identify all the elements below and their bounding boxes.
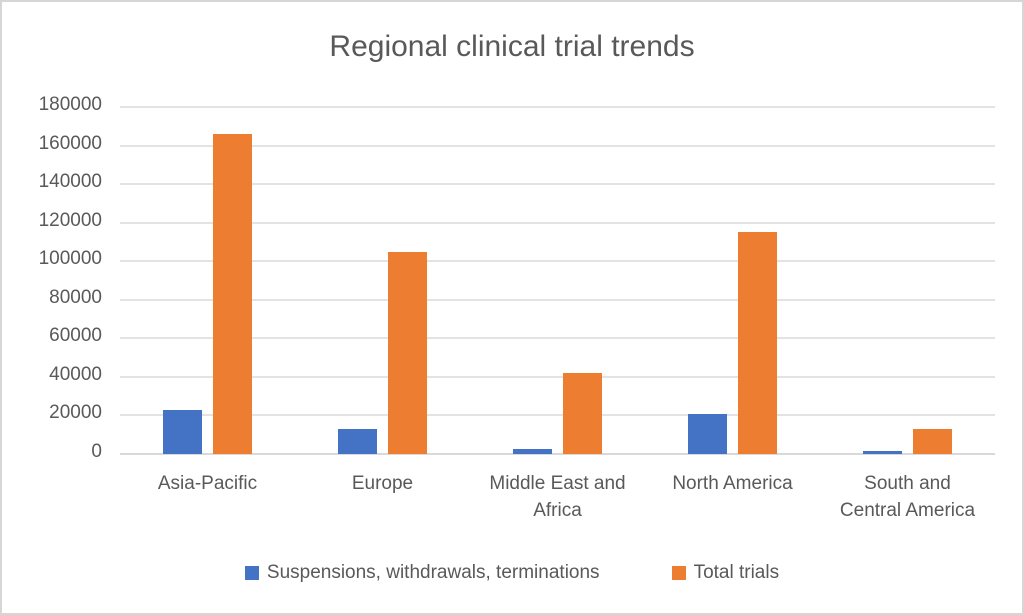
x-category-label-middle-east-and-africa: Middle East and Africa xyxy=(489,473,626,521)
x-axis: Asia-Pacific Europe Middle East and Africa N… xyxy=(120,470,995,524)
bar-group-europe xyxy=(295,107,470,454)
gridline xyxy=(120,414,995,417)
chart-title: Regional clinical trial trends xyxy=(329,30,695,63)
y-tick-label: 40000 xyxy=(49,363,102,385)
gridline xyxy=(120,144,995,147)
bar-group-north-america xyxy=(645,107,820,454)
gridline xyxy=(120,375,995,378)
y-tick-label: 140000 xyxy=(38,171,102,193)
legend: Suspensions, withdrawals, terminations T… xyxy=(2,562,1022,584)
gridline xyxy=(120,260,995,263)
gridline xyxy=(120,221,995,224)
legend-item-total-trials: Total trials xyxy=(671,562,780,584)
plot-area xyxy=(120,106,995,455)
y-tick-label: 100000 xyxy=(38,248,102,270)
y-axis: 0 20000 40000 60000 80000 100000 120000 140000 1… xyxy=(2,94,102,462)
gridline xyxy=(120,298,995,301)
bar-group-south-and-central-america xyxy=(820,107,995,454)
bar-suspensions-asia-pacific xyxy=(163,409,202,454)
y-tick-label: 120000 xyxy=(38,209,102,231)
bar-total-trials-europe xyxy=(388,251,427,454)
bar-suspensions-europe xyxy=(338,428,377,454)
bar-total-trials-north-america xyxy=(738,232,777,454)
y-tick-label: 160000 xyxy=(38,132,102,154)
bar-total-trials-middle-east-and-africa xyxy=(563,373,602,454)
y-tick-label: 180000 xyxy=(38,94,102,115)
y-tick-label: 20000 xyxy=(49,402,102,424)
legend-swatch-suspensions xyxy=(244,566,259,580)
gridline xyxy=(120,183,995,186)
legend-item-suspensions: Suspensions, withdrawals, terminations xyxy=(244,562,600,584)
legend-label-suspensions: Suspensions, withdrawals, terminations xyxy=(266,562,600,583)
bar-suspensions-south-and-central-america xyxy=(863,450,902,454)
legend-label-total-trials: Total trials xyxy=(693,562,780,583)
x-category-label-north-america: North America xyxy=(672,473,793,494)
bar-total-trials-south-and-central-america xyxy=(913,428,952,454)
bar-groups xyxy=(120,107,995,454)
y-tick-label: 80000 xyxy=(49,286,102,308)
gridline xyxy=(120,106,995,108)
bar-total-trials-asia-pacific xyxy=(213,134,252,454)
bar-group-asia-pacific xyxy=(120,107,295,454)
x-category-label-south-and-central-america: South and Central America xyxy=(839,473,976,521)
bar-suspensions-north-america xyxy=(688,414,727,454)
bar-group-middle-east-and-africa xyxy=(470,107,645,454)
x-category-label-asia-pacific: Asia-Pacific xyxy=(157,473,258,494)
y-tick-label: 0 xyxy=(91,441,102,462)
legend-swatch-total-trials xyxy=(671,566,686,580)
bar-suspensions-middle-east-and-africa xyxy=(513,449,552,454)
x-axis-line xyxy=(120,453,995,455)
x-category-label-europe: Europe xyxy=(351,473,414,494)
y-tick-label: 60000 xyxy=(49,325,102,347)
gridline xyxy=(120,337,995,340)
